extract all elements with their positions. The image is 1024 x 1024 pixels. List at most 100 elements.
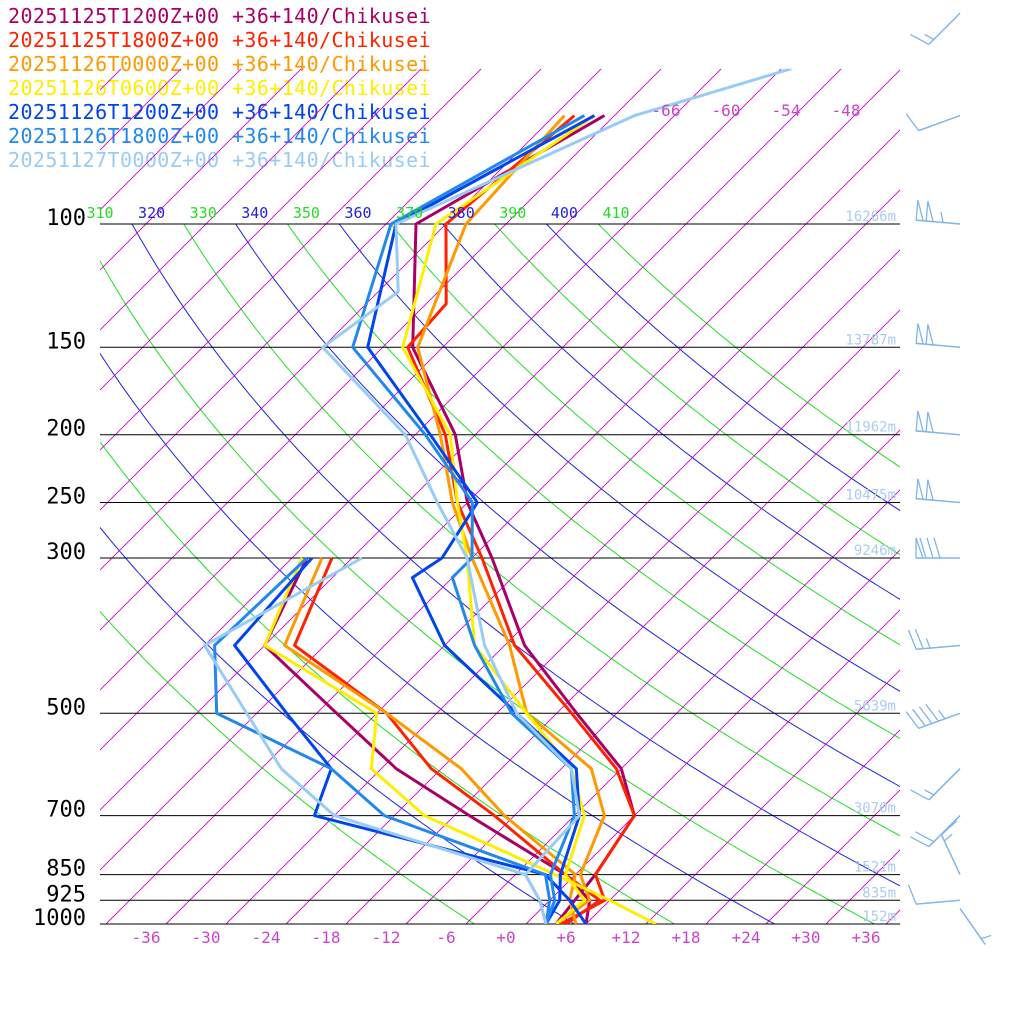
height-label: 152m xyxy=(862,909,896,925)
height-label: 3070m xyxy=(854,801,896,817)
pressure-label: 100 xyxy=(46,206,86,231)
temperature-label: -12 xyxy=(372,928,401,947)
isotherm-line xyxy=(100,68,602,571)
isotherm-line xyxy=(225,249,900,924)
isotherm-line xyxy=(105,129,900,924)
wind-barb xyxy=(910,768,961,801)
legend: 20251125T1200Z+00 +36+140/Chikusei 20251… xyxy=(8,4,431,172)
dry-adiabat-line xyxy=(442,224,900,600)
dry-adiabat-line xyxy=(235,224,900,788)
pressure-label: 500 xyxy=(46,695,86,720)
legend-item: 20251125T1800Z+00 +36+140/Chikusei xyxy=(8,28,431,52)
isotherm-line xyxy=(705,729,900,924)
height-label: 835m xyxy=(862,885,896,901)
pressure-label: 300 xyxy=(46,540,86,565)
isotherm-line xyxy=(465,489,900,924)
temperature-label: -36 xyxy=(132,928,161,947)
dry-adiabat-line xyxy=(131,224,900,887)
wind-barb xyxy=(905,704,961,730)
pressure-label: 150 xyxy=(46,329,86,354)
profiles xyxy=(203,68,792,924)
isotherm-line xyxy=(100,68,182,151)
height-label: 1521m xyxy=(854,860,896,876)
pressure-label: 700 xyxy=(46,798,86,823)
temperature-label: +18 xyxy=(672,928,701,947)
wind-barb xyxy=(910,815,961,848)
isotherm-line xyxy=(100,68,302,271)
isotherm-line xyxy=(100,68,842,811)
wind-barb xyxy=(915,410,961,436)
legend-item: 20251126T1200Z+00 +36+140/Chikusei xyxy=(8,100,431,124)
isotherm-line xyxy=(100,68,482,451)
dry-adiabat-line xyxy=(546,224,900,512)
isotherm-line xyxy=(100,68,242,211)
theta-label: 370 xyxy=(396,204,423,222)
isotherm-line xyxy=(405,429,900,924)
dewpoint-line xyxy=(406,114,636,924)
temperature-label: -24 xyxy=(252,928,281,947)
legend-item: 20251126T1800Z+00 +36+140/Chikusei xyxy=(8,124,431,148)
theta-label: 400 xyxy=(551,204,578,222)
temperature-line xyxy=(233,557,588,924)
isotherm-line xyxy=(100,68,422,391)
legend-item: 20251126T0600Z+00 +36+140/Chikusei xyxy=(8,76,431,100)
temperature-line xyxy=(213,556,552,924)
theta-label: 410 xyxy=(602,204,629,222)
temperature-label: -30 xyxy=(192,928,221,947)
isotherms xyxy=(0,68,1024,924)
pressure-label: 925 xyxy=(46,882,86,907)
temperature-label: +12 xyxy=(612,928,641,947)
temperature-label: +30 xyxy=(792,928,821,947)
temperature-label: -18 xyxy=(312,928,341,947)
pressure-label: 1000 xyxy=(33,906,86,931)
height-label: 9246m xyxy=(854,543,896,559)
theta-label: 310 xyxy=(86,204,113,222)
height-label: 5639m xyxy=(854,698,896,714)
dry-adiabat-line xyxy=(338,224,900,692)
isotherm-line xyxy=(1006,69,1024,924)
temperature-label: +6 xyxy=(556,928,575,947)
theta-label: 380 xyxy=(448,204,475,222)
wind-barb xyxy=(915,478,961,504)
legend-item: 20251126T0000Z+00 +36+140/Chikusei xyxy=(8,52,431,76)
temperature-label: -6 xyxy=(436,928,455,947)
wind-barb xyxy=(915,323,961,349)
height-label: 13787m xyxy=(845,332,896,348)
isotherm-line xyxy=(100,68,662,631)
temperature-label: +24 xyxy=(732,928,761,947)
isotherm-line xyxy=(0,69,1,924)
temperature-label: +36 xyxy=(852,928,881,947)
theta-label: 360 xyxy=(344,204,371,222)
isotherm-line xyxy=(645,669,900,924)
wind-barb xyxy=(915,537,960,559)
pressure-label: 850 xyxy=(46,857,86,882)
wind-barb xyxy=(910,12,961,45)
isotherm-line xyxy=(100,68,722,691)
upper-temperature-label: -66 xyxy=(652,101,681,120)
dewpoint-line xyxy=(351,114,586,924)
upper-temperature-label: -48 xyxy=(832,101,861,120)
theta-label: 320 xyxy=(138,204,165,222)
wind-barb xyxy=(905,113,961,132)
wind-barb xyxy=(907,629,961,651)
pressure-label: 200 xyxy=(46,417,86,442)
height-label: 10475m xyxy=(845,488,896,504)
height-label: 16266m xyxy=(845,209,896,225)
isotherm-line xyxy=(100,68,542,511)
theta-label: 330 xyxy=(190,204,217,222)
upper-temperature-label: -60 xyxy=(712,101,741,120)
upper-temperature-label: -54 xyxy=(772,101,801,120)
temperature-label: +0 xyxy=(496,928,515,947)
temperature-line xyxy=(283,557,578,924)
temperature-line xyxy=(263,557,657,924)
isotherm-line xyxy=(345,369,900,924)
wind-barb xyxy=(907,884,961,905)
wind-barb xyxy=(915,200,961,225)
pressure-label: 250 xyxy=(46,485,86,510)
height-label: 11962m xyxy=(845,420,896,436)
theta-label: 340 xyxy=(241,204,268,222)
dewpoint-line xyxy=(416,114,606,924)
isotherm-line xyxy=(585,609,900,924)
wind-barb xyxy=(959,907,992,945)
